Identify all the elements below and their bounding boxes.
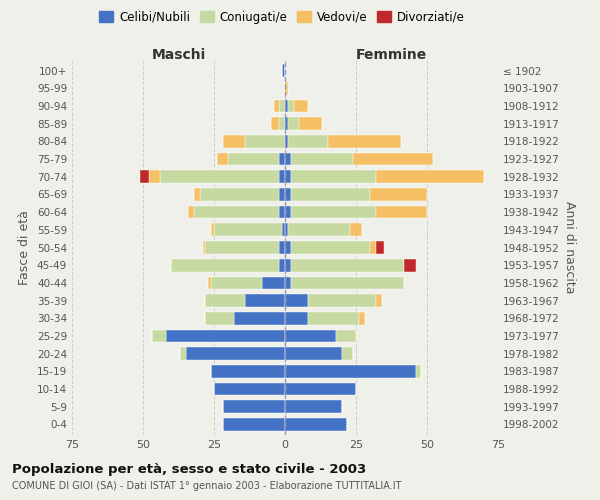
- Bar: [290, 241, 370, 254]
- Text: COMUNE DI GIOI (SA) - Dati ISTAT 1° gennaio 2003 - Elaborazione TUTTITALIA.IT: COMUNE DI GIOI (SA) - Dati ISTAT 1° genn…: [12, 481, 401, 491]
- Bar: [271, 118, 280, 130]
- Bar: [285, 330, 336, 342]
- Bar: [280, 259, 285, 272]
- Bar: [290, 152, 353, 166]
- Bar: [416, 365, 421, 378]
- Bar: [290, 276, 404, 289]
- Bar: [376, 241, 385, 254]
- Bar: [140, 170, 149, 183]
- Bar: [208, 276, 211, 289]
- Text: Maschi: Maschi: [151, 48, 206, 62]
- Bar: [245, 135, 285, 147]
- Bar: [280, 241, 285, 254]
- Bar: [376, 170, 484, 183]
- Bar: [353, 152, 433, 166]
- Bar: [285, 365, 416, 378]
- Bar: [234, 312, 285, 324]
- Bar: [359, 312, 365, 324]
- Bar: [285, 170, 290, 183]
- Bar: [149, 170, 160, 183]
- Bar: [404, 259, 416, 272]
- Bar: [285, 206, 290, 218]
- Bar: [223, 400, 285, 413]
- Bar: [288, 118, 299, 130]
- Bar: [376, 206, 427, 218]
- Bar: [205, 294, 245, 307]
- Bar: [285, 152, 290, 166]
- Bar: [285, 224, 288, 236]
- Bar: [308, 294, 376, 307]
- Bar: [285, 241, 290, 254]
- Bar: [336, 330, 356, 342]
- Bar: [211, 224, 214, 236]
- Bar: [160, 170, 280, 183]
- Text: Popolazione per età, sesso e stato civile - 2003: Popolazione per età, sesso e stato civil…: [12, 462, 366, 475]
- Bar: [200, 188, 280, 201]
- Bar: [376, 294, 382, 307]
- Bar: [285, 382, 356, 396]
- Bar: [285, 118, 288, 130]
- Bar: [342, 348, 353, 360]
- Bar: [328, 135, 401, 147]
- Bar: [288, 135, 328, 147]
- Bar: [274, 100, 280, 112]
- Bar: [194, 206, 280, 218]
- Bar: [203, 241, 205, 254]
- Bar: [214, 382, 285, 396]
- Bar: [288, 100, 293, 112]
- Y-axis label: Anni di nascita: Anni di nascita: [563, 201, 576, 294]
- Bar: [285, 400, 342, 413]
- Bar: [285, 82, 288, 94]
- Bar: [180, 348, 185, 360]
- Bar: [285, 348, 342, 360]
- Bar: [285, 100, 288, 112]
- Bar: [285, 418, 347, 431]
- Bar: [217, 152, 228, 166]
- Bar: [285, 259, 290, 272]
- Bar: [285, 135, 288, 147]
- Bar: [280, 152, 285, 166]
- Bar: [370, 241, 376, 254]
- Bar: [223, 418, 285, 431]
- Bar: [280, 118, 285, 130]
- Bar: [172, 259, 280, 272]
- Bar: [280, 188, 285, 201]
- Bar: [308, 312, 359, 324]
- Bar: [350, 224, 362, 236]
- Bar: [290, 206, 376, 218]
- Bar: [205, 241, 280, 254]
- Bar: [166, 330, 285, 342]
- Y-axis label: Fasce di età: Fasce di età: [19, 210, 31, 285]
- Bar: [285, 294, 308, 307]
- Bar: [370, 188, 427, 201]
- Bar: [288, 224, 350, 236]
- Bar: [188, 206, 194, 218]
- Bar: [228, 152, 280, 166]
- Bar: [285, 312, 308, 324]
- Bar: [211, 276, 262, 289]
- Bar: [290, 259, 404, 272]
- Bar: [214, 224, 282, 236]
- Bar: [205, 312, 234, 324]
- Bar: [282, 224, 285, 236]
- Bar: [194, 188, 200, 201]
- Text: Femmine: Femmine: [356, 48, 427, 62]
- Bar: [293, 100, 308, 112]
- Bar: [211, 365, 285, 378]
- Bar: [280, 100, 285, 112]
- Bar: [280, 170, 285, 183]
- Bar: [280, 206, 285, 218]
- Bar: [290, 170, 376, 183]
- Bar: [262, 276, 285, 289]
- Bar: [285, 276, 290, 289]
- Bar: [245, 294, 285, 307]
- Bar: [290, 188, 370, 201]
- Legend: Celibi/Nubili, Coniugati/e, Vedovi/e, Divorziati/e: Celibi/Nubili, Coniugati/e, Vedovi/e, Di…: [94, 6, 470, 28]
- Bar: [185, 348, 285, 360]
- Bar: [285, 188, 290, 201]
- Bar: [299, 118, 322, 130]
- Bar: [282, 64, 285, 77]
- Bar: [152, 330, 166, 342]
- Bar: [223, 135, 245, 147]
